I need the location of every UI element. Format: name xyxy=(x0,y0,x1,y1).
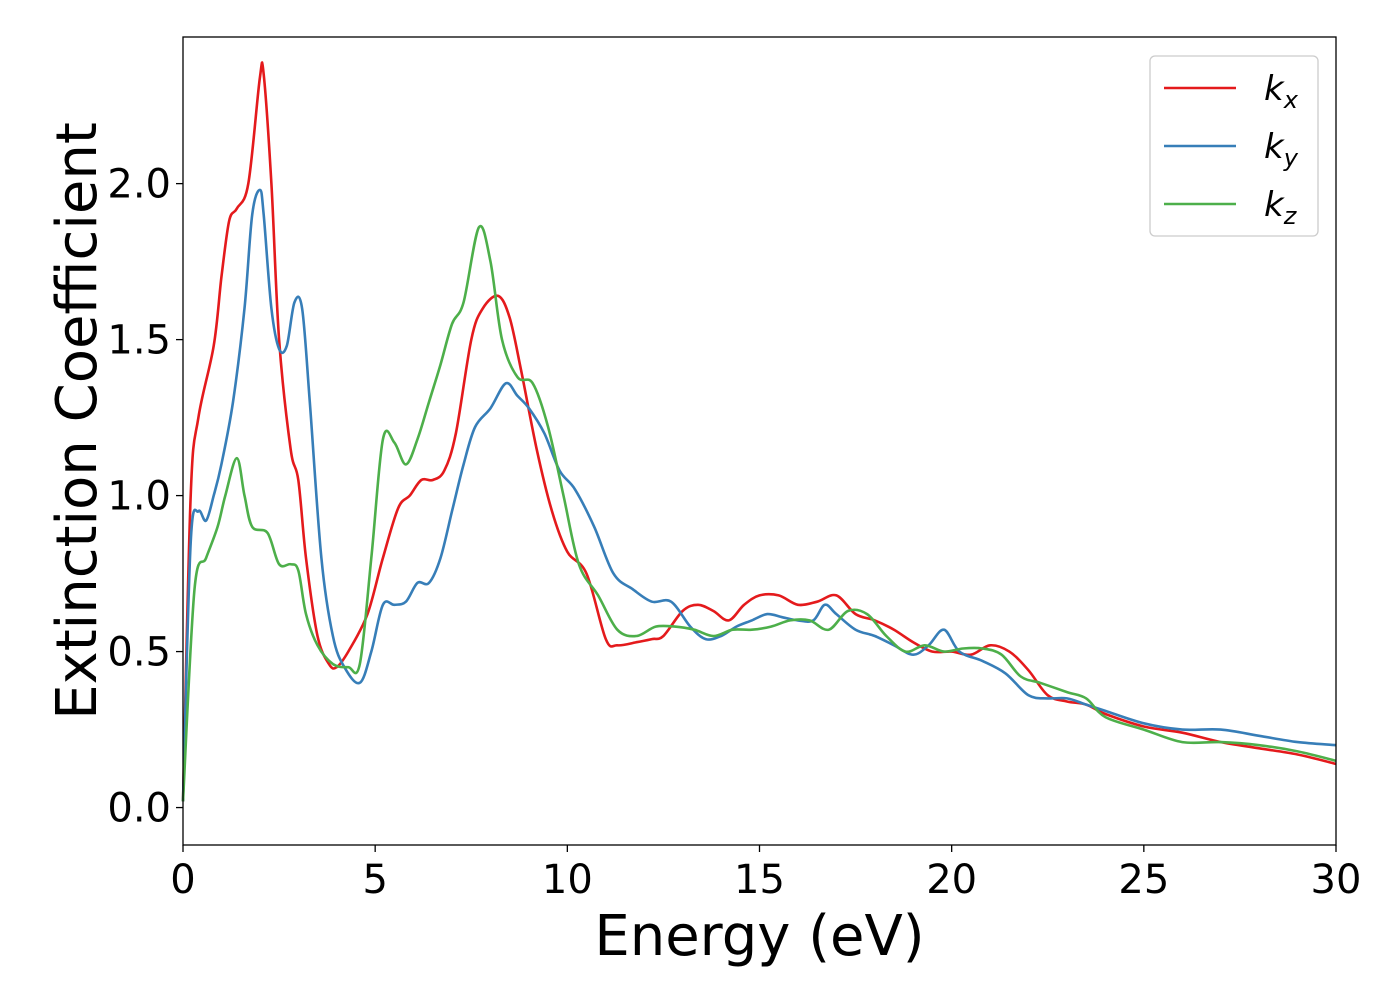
y-axis: 0.0 0.5 1.0 1.5 2.0 xyxy=(107,162,183,832)
legend-label-k-y: ky xyxy=(1264,127,1299,172)
series-layer xyxy=(181,61,1337,802)
legend-label-k-z: kz xyxy=(1264,185,1298,230)
x-tick-label: 20 xyxy=(926,857,977,903)
legend: kx ky kz xyxy=(1149,55,1319,237)
x-tick-label: 30 xyxy=(1311,857,1362,903)
y-tick-label: 0.0 xyxy=(107,786,171,832)
series-line-k-y xyxy=(181,188,1337,802)
x-tick-label: 0 xyxy=(170,857,195,903)
x-axis-label: Energy (eV) xyxy=(594,904,924,969)
y-tick-label: 2.0 xyxy=(107,162,171,208)
y-tick-label: 1.5 xyxy=(107,318,171,364)
legend-label-k-x: kx xyxy=(1264,69,1299,114)
y-tick-label: 1.0 xyxy=(107,474,171,520)
series-line-k-z xyxy=(181,224,1337,802)
y-axis-label: Extinction Coefficient xyxy=(45,122,110,720)
series-line-k-x xyxy=(181,61,1337,802)
x-tick-label: 25 xyxy=(1118,857,1169,903)
y-tick-label: 0.5 xyxy=(107,630,171,676)
x-tick-label: 10 xyxy=(542,857,593,903)
x-tick-label: 15 xyxy=(734,857,785,903)
x-tick-label: 5 xyxy=(362,857,387,903)
x-axis: 0 5 10 15 20 25 30 xyxy=(170,845,1361,903)
